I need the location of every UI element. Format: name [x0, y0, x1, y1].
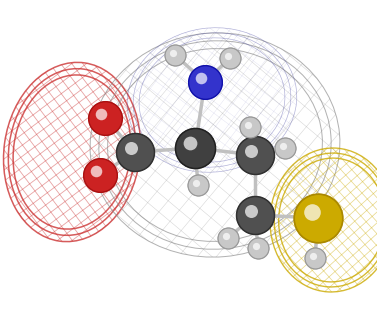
Point — [247, 124, 253, 130]
Point — [247, 124, 253, 130]
Point — [225, 236, 231, 241]
Point — [132, 149, 138, 155]
Point — [309, 210, 315, 215]
Point — [170, 50, 176, 55]
Point — [252, 152, 258, 157]
Point — [282, 145, 288, 151]
Point — [312, 255, 318, 260]
Point — [195, 182, 201, 188]
Point — [247, 208, 253, 213]
Point — [193, 180, 199, 185]
Point — [102, 116, 108, 121]
Point — [282, 145, 288, 151]
Point — [315, 215, 321, 220]
Point — [187, 141, 193, 146]
Point — [310, 253, 316, 258]
Point — [97, 172, 103, 178]
Point — [244, 122, 250, 127]
Point — [192, 145, 198, 151]
Point — [97, 172, 103, 178]
Point — [227, 55, 233, 60]
Point — [252, 212, 258, 218]
Text: alamy - E6Y4YR: alamy - E6Y4YR — [145, 302, 232, 313]
Point — [202, 79, 208, 84]
Point — [312, 255, 318, 260]
Point — [93, 168, 99, 173]
Point — [172, 52, 178, 58]
Point — [192, 145, 198, 151]
Point — [202, 79, 208, 84]
Point — [253, 243, 259, 248]
Point — [227, 55, 233, 60]
Point — [224, 53, 230, 58]
Point — [222, 233, 228, 238]
Point — [198, 76, 204, 81]
Point — [127, 145, 133, 150]
Point — [98, 111, 104, 116]
Point — [247, 148, 253, 153]
Point — [172, 52, 178, 58]
Point — [225, 236, 231, 241]
Point — [252, 212, 258, 218]
Point — [132, 149, 138, 155]
Point — [102, 116, 108, 121]
Point — [279, 143, 285, 148]
Point — [195, 182, 201, 188]
Point — [255, 245, 261, 251]
Point — [315, 215, 321, 220]
Point — [252, 152, 258, 157]
Point — [255, 245, 261, 251]
